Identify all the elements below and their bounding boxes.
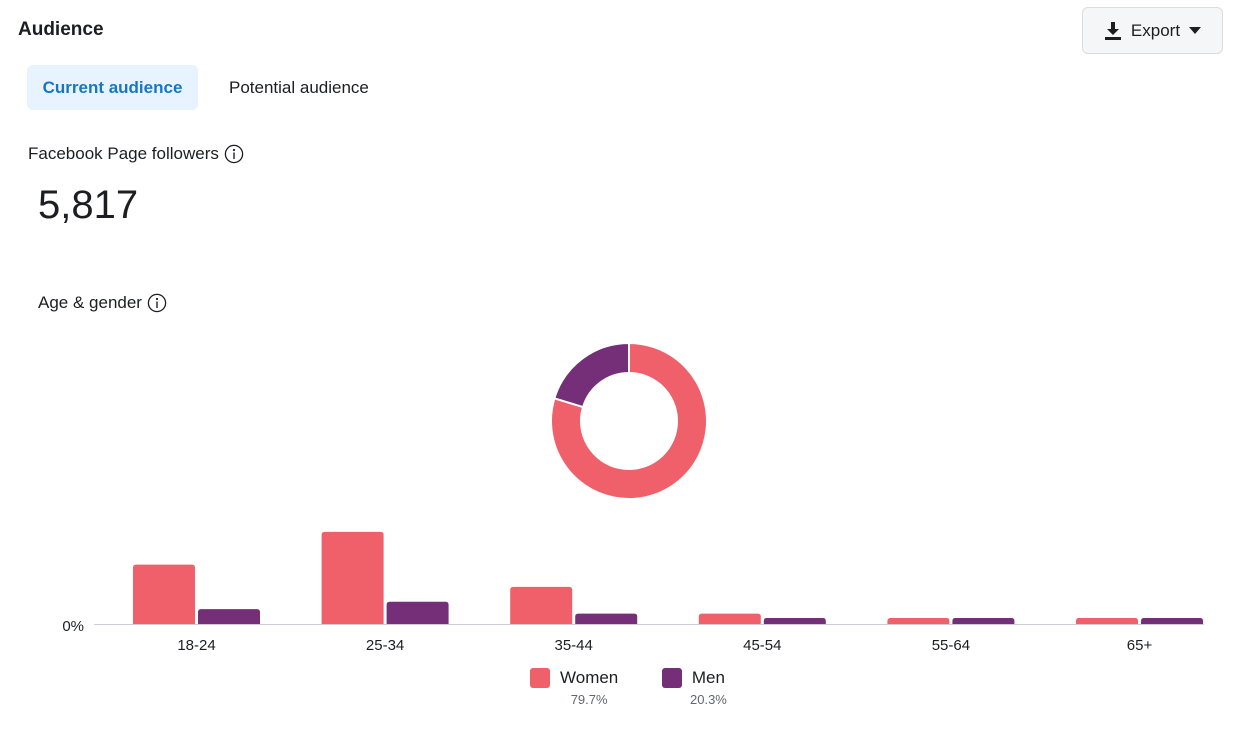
chart-legend: Women 79.7% Men 20.3% [0, 668, 1239, 728]
legend-item-men[interactable]: Men 20.3% [660, 668, 727, 707]
page-title: Audience [18, 19, 104, 40]
download-icon [1104, 21, 1121, 40]
legend-percent-women: 79.7% [570, 692, 608, 707]
info-icon[interactable] [147, 293, 167, 313]
age-bar-chart [133, 531, 1203, 624]
export-label: Export [1130, 20, 1181, 40]
legend-label-men: Men [691, 668, 725, 687]
info-icon[interactable] [224, 144, 244, 164]
bar-men-35-44[interactable] [575, 613, 638, 624]
legend-percent-men: 20.3% [690, 692, 727, 707]
followers-section-label: Facebook Page followers [28, 144, 244, 164]
x-tick-label: 25-34 [366, 637, 404, 654]
export-button[interactable]: Export [1082, 7, 1223, 54]
donut-slice-women[interactable] [550, 341, 708, 500]
followers-label: Facebook Page followers [28, 144, 219, 163]
age-gender-chart: 0% 18-24 25-34 35-44 45-54 55-64 65+ [62, 341, 1204, 654]
gender-donut [550, 341, 708, 500]
x-tick-label: 55-64 [932, 637, 970, 654]
bar-men-55-64[interactable] [952, 618, 1015, 624]
bar-men-18-24[interactable] [198, 609, 260, 624]
tab-potential-audience[interactable]: Potential audience [229, 77, 369, 97]
bar-men-25-34[interactable] [386, 601, 449, 624]
bar-women-65+[interactable] [1076, 618, 1138, 624]
bar-women-35-44[interactable] [510, 586, 573, 624]
tab-current-audience[interactable]: Current audience [27, 65, 198, 110]
age-gender-label: Age & gender [38, 293, 142, 312]
followers-count: 5,817 [38, 183, 139, 227]
legend-swatch-men [661, 668, 682, 688]
y-tick-label: 0% [62, 618, 84, 635]
caret-down-icon [1189, 26, 1202, 34]
legend-item-women[interactable]: Women 79.7% [530, 668, 618, 707]
bar-women-25-34[interactable] [321, 531, 384, 624]
bar-women-45-54[interactable] [698, 613, 761, 624]
age-gender-section-label: Age & gender [38, 293, 167, 313]
bar-women-18-24[interactable] [133, 564, 195, 624]
x-tick-label: 18-24 [177, 637, 215, 654]
legend-label-women: Women [560, 668, 619, 687]
x-tick-label: 65+ [1127, 637, 1153, 654]
bar-men-45-54[interactable] [763, 618, 826, 624]
x-tick-labels: 18-24 25-34 35-44 45-54 55-64 65+ [177, 637, 1152, 654]
bar-men-65+[interactable] [1141, 618, 1203, 624]
donut-slice-men[interactable] [553, 341, 630, 409]
x-tick-label: 45-54 [743, 637, 781, 654]
legend-swatch-women [530, 668, 550, 688]
bar-women-55-64[interactable] [887, 618, 950, 624]
x-tick-label: 35-44 [555, 637, 593, 654]
